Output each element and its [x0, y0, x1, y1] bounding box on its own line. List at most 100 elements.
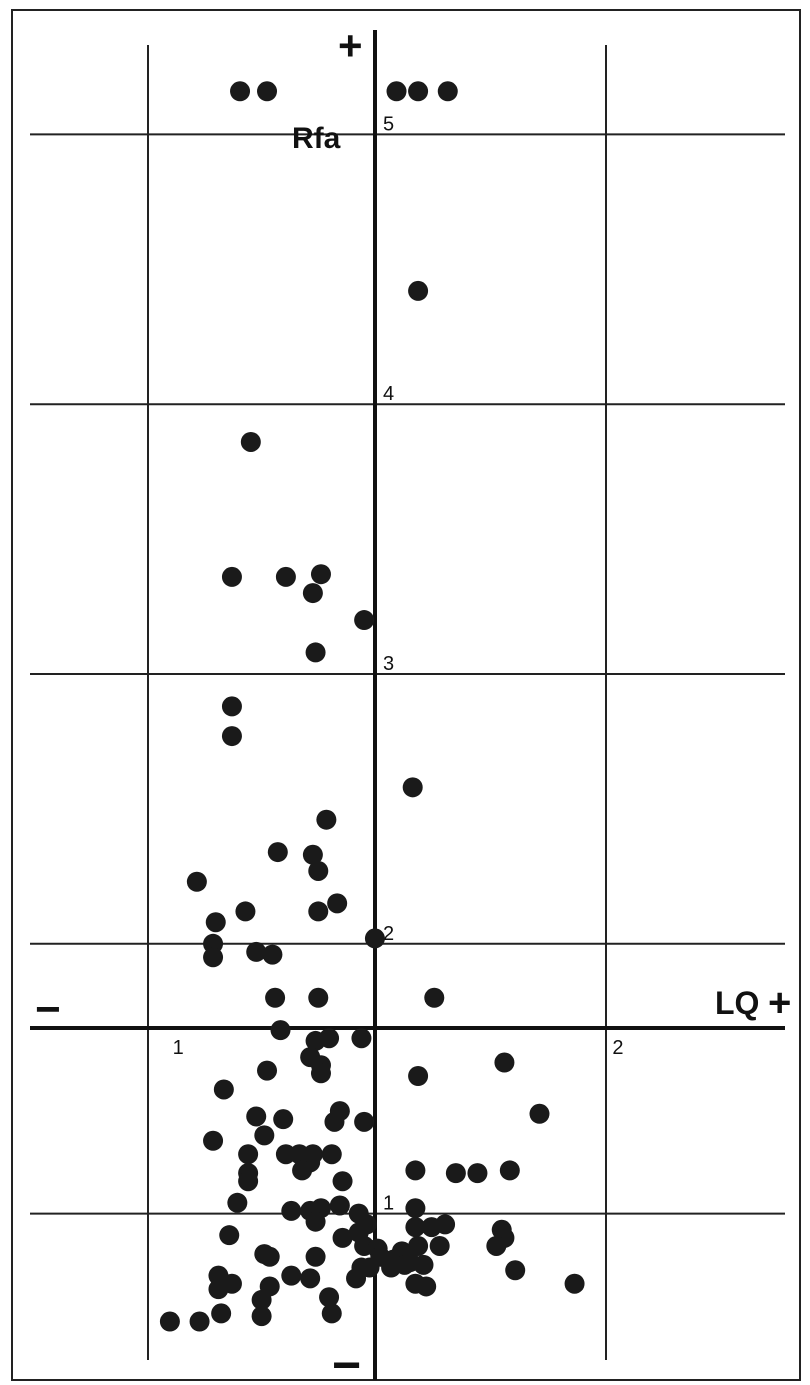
data-point: [402, 777, 423, 798]
data-point: [354, 610, 375, 631]
data-point: [203, 1130, 224, 1151]
data-point: [281, 1265, 302, 1286]
data-point: [262, 944, 283, 965]
y-tick-label: 5: [383, 113, 394, 135]
data-point: [445, 1163, 466, 1184]
data-point: [351, 1028, 372, 1049]
data-point: [305, 642, 326, 663]
data-point: [308, 860, 329, 881]
data-point: [308, 901, 329, 922]
data-point: [486, 1235, 507, 1256]
data-point: [327, 893, 348, 914]
data-point: [305, 1211, 326, 1232]
data-point: [219, 1225, 240, 1246]
data-point: [319, 1287, 340, 1308]
y-tick-label: 2: [383, 923, 394, 945]
data-point: [310, 1063, 331, 1084]
data-point: [251, 1289, 272, 1310]
data-point: [494, 1052, 515, 1073]
data-point: [364, 928, 385, 949]
data-point: [221, 696, 242, 717]
x-axis-positive-sign: +: [768, 981, 791, 1025]
data-point: [321, 1303, 342, 1324]
data-point: [505, 1260, 526, 1281]
data-point: [227, 1192, 248, 1213]
data-point: [405, 1160, 426, 1181]
x-axis-negative-sign: −: [35, 985, 61, 1034]
data-point: [437, 81, 458, 102]
data-point: [394, 1254, 415, 1275]
data-point: [281, 1200, 302, 1221]
data-point: [273, 1109, 294, 1130]
data-point: [257, 81, 278, 102]
data-point: [254, 1125, 275, 1146]
data-point: [208, 1279, 229, 1300]
data-point: [332, 1171, 353, 1192]
data-point: [159, 1311, 180, 1332]
plot-frame: [11, 9, 801, 1381]
data-point: [405, 1217, 426, 1238]
data-point: [238, 1144, 259, 1165]
data-point: [251, 1306, 272, 1327]
data-point: [435, 1214, 456, 1235]
data-point: [270, 1020, 291, 1041]
data-point: [408, 81, 429, 102]
data-point: [211, 1303, 232, 1324]
data-point: [408, 1066, 429, 1086]
data-point: [316, 809, 337, 830]
data-point: [499, 1160, 520, 1181]
data-point: [246, 1106, 267, 1127]
data-point: [302, 844, 323, 865]
data-point: [265, 987, 286, 1008]
data-point: [321, 1144, 342, 1165]
data-point: [267, 842, 288, 863]
data-point: [235, 901, 256, 922]
data-point: [319, 1028, 340, 1049]
data-point: [275, 566, 296, 587]
data-point: [329, 1195, 350, 1216]
data-point: [386, 81, 407, 102]
data-point: [529, 1103, 550, 1124]
y-axis-negative-sign: −: [332, 1337, 361, 1385]
data-point: [408, 1235, 429, 1256]
data-point: [408, 280, 429, 301]
y-tick-label: 1: [383, 1193, 394, 1215]
data-point: [300, 1268, 321, 1289]
data-point: [221, 726, 242, 747]
data-point: [310, 564, 331, 585]
y-axis-positive-sign: +: [338, 22, 363, 69]
data-point: [359, 1257, 380, 1278]
data-point: [413, 1254, 434, 1275]
data-point: [467, 1163, 488, 1184]
x-tick-label: 1: [173, 1037, 184, 1059]
data-point: [186, 871, 207, 892]
x-tick-label: 2: [612, 1037, 623, 1059]
y-tick-label: 3: [383, 653, 394, 675]
data-point: [259, 1246, 280, 1267]
data-point: [205, 912, 226, 933]
data-point: [213, 1079, 234, 1100]
data-points: [159, 81, 585, 1332]
data-point: [221, 566, 242, 587]
data-point: [405, 1198, 426, 1219]
data-point: [429, 1235, 450, 1256]
data-point: [564, 1273, 585, 1294]
data-point: [332, 1227, 353, 1248]
data-point: [416, 1276, 437, 1297]
y-axis-title: Rfa: [292, 122, 341, 155]
data-point: [230, 81, 251, 102]
data-point: [240, 431, 261, 452]
data-point: [203, 947, 224, 968]
axes: [30, 30, 785, 1380]
data-point: [324, 1111, 345, 1132]
data-point: [292, 1160, 313, 1181]
data-point: [302, 583, 323, 604]
data-point: [189, 1311, 210, 1332]
data-point: [308, 987, 329, 1008]
data-point: [305, 1246, 326, 1267]
data-point: [238, 1171, 259, 1192]
y-tick-label: 4: [383, 383, 394, 405]
data-point: [346, 1268, 367, 1289]
data-point: [246, 941, 267, 962]
